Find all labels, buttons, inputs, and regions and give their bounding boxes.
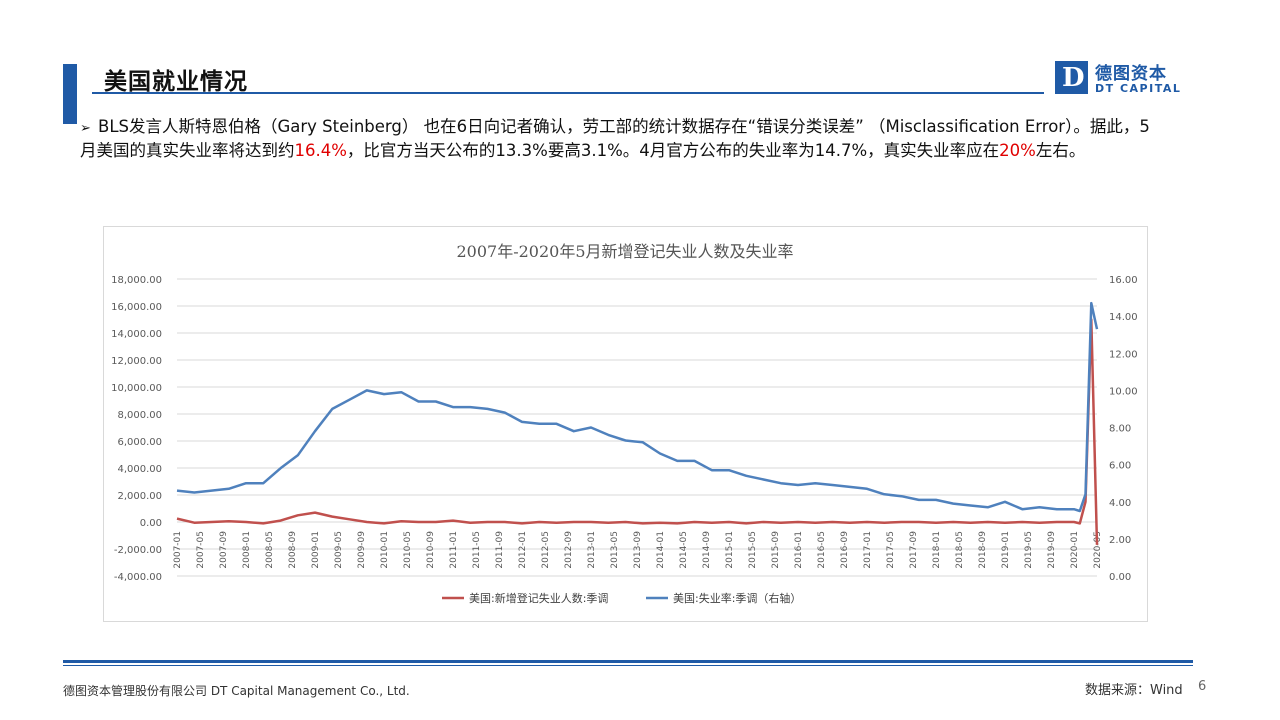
data-source: 数据来源：Wind <box>1085 683 1183 698</box>
company-logo: D 德图资本 DT CAPITAL <box>1055 61 1185 97</box>
para-seg-1: BLS发言人斯特恩伯格（Gary Steinberg） 也在6日向记者确认，劳工… <box>80 117 1150 160</box>
chart-container: 2007年-2020年5月新增登记失业人数及失业率 18,000.00 16,00… <box>103 226 1148 622</box>
footer-divider-thin <box>63 665 1193 666</box>
y-right-tick-label: 0.00 <box>1109 572 1131 583</box>
x-tick-label: 2008-05 <box>265 531 275 569</box>
x-tick-label: 2009-09 <box>357 531 367 569</box>
footer-company: 德图资本管理股份有限公司 DT Capital Management Co., … <box>63 684 410 698</box>
x-tick-label: 2012-01 <box>518 531 528 569</box>
y-right-tick-label: 12.00 <box>1109 349 1138 360</box>
y-left-tick-label: 4,000.00 <box>117 464 162 475</box>
x-tick-label: 2019-05 <box>1024 531 1034 569</box>
x-tick-label: 2018-01 <box>932 531 942 569</box>
x-tick-label: 2010-05 <box>403 531 413 569</box>
page-number: 6 <box>1198 679 1207 694</box>
x-tick-label: 2019-09 <box>1047 531 1057 569</box>
y-left-tick-label: 14,000.00 <box>111 329 162 340</box>
legend-label-2: 美国:失业率:季调（右轴） <box>673 591 801 605</box>
para-highlight-2: 20% <box>999 141 1036 160</box>
chart-title: 2007年-2020年5月新增登记失业人数及失业率 <box>456 242 793 261</box>
x-tick-label: 2013-09 <box>633 531 643 569</box>
logo-mark: D <box>1055 61 1088 94</box>
x-tick-label: 2017-05 <box>886 531 896 569</box>
y-left-tick-label: 8,000.00 <box>117 410 162 421</box>
x-tick-label: 2014-01 <box>656 531 666 569</box>
x-tick-label: 2010-09 <box>426 531 436 569</box>
x-tick-label: 2018-05 <box>955 531 965 569</box>
logo-name-en: DT CAPITAL <box>1095 82 1182 95</box>
y-left-tick-label: 18,000.00 <box>111 275 162 286</box>
x-tick-label: 2012-05 <box>541 531 551 569</box>
x-tick-label: 2011-05 <box>472 531 482 569</box>
x-tick-label: 2017-09 <box>909 531 919 569</box>
para-seg-2: ，比官方当天公布的13.3%要高3.1%。4月官方公布的失业率为14.7%，真实… <box>346 141 1000 160</box>
x-tick-label: 2017-01 <box>863 531 873 569</box>
y-left-tick-label: 6,000.00 <box>117 437 162 448</box>
x-tick-label: 2015-01 <box>725 531 735 569</box>
x-tick-label: 2012-09 <box>564 531 574 569</box>
x-tick-label: 2016-05 <box>817 531 827 569</box>
y-axis-left-labels: 18,000.00 16,000.00 14,000.00 12,000.00 10,0… <box>111 275 162 583</box>
y-right-tick-label: 4.00 <box>1109 498 1131 509</box>
y-right-tick-label: 16.00 <box>1109 275 1138 286</box>
x-tick-label: 2016-09 <box>840 531 850 569</box>
y-left-tick-label: 0.00 <box>140 518 162 529</box>
para-highlight-1: 16.4% <box>294 141 347 160</box>
x-tick-label: 2007-09 <box>219 531 229 569</box>
x-tick-label: 2020-01 <box>1070 531 1080 569</box>
y-right-tick-label: 8.00 <box>1109 424 1131 435</box>
x-tick-label: 2020-05 <box>1093 531 1103 569</box>
x-tick-label: 2011-01 <box>449 531 459 569</box>
x-tick-label: 2011-09 <box>495 531 505 569</box>
para-seg-3: 左右。 <box>1035 141 1086 160</box>
y-left-tick-label: 2,000.00 <box>117 491 162 502</box>
x-tick-label: 2009-05 <box>334 531 344 569</box>
y-right-tick-label: 2.00 <box>1109 535 1131 546</box>
bullet-arrow-icon: ➢ <box>80 121 91 136</box>
x-tick-label: 2013-01 <box>587 531 597 569</box>
y-left-tick-label: 10,000.00 <box>111 383 162 394</box>
y-left-tick-label: 12,000.00 <box>111 356 162 367</box>
series-line-1 <box>176 318 1099 545</box>
logo-name-cn: 德图资本 <box>1095 64 1167 84</box>
x-tick-label: 2008-09 <box>288 531 298 569</box>
x-tick-label: 2010-01 <box>380 531 390 569</box>
x-tick-label: 2013-05 <box>610 531 620 569</box>
series-line-2 <box>176 301 1099 513</box>
title-accent-bar <box>63 64 77 124</box>
legend-label-1: 美国:新增登记失业人数:季调 <box>469 591 608 605</box>
series-lines <box>176 301 1099 545</box>
title-divider <box>92 92 1044 94</box>
x-tick-label: 2015-05 <box>748 531 758 569</box>
body-paragraph: ➢ BLS发言人斯特恩伯格（Gary Steinberg） 也在6日向记者确认，劳… <box>80 116 1160 162</box>
y-right-tick-label: 6.00 <box>1109 461 1131 472</box>
y-left-tick-label: 16,000.00 <box>111 302 162 313</box>
dual-axis-line-chart: 2007年-2020年5月新增登记失业人数及失业率 18,000.00 16,00… <box>111 242 1138 605</box>
x-tick-label: 2019-01 <box>1001 531 1011 569</box>
y-left-tick-label: -2,000.00 <box>114 545 162 556</box>
x-tick-label: 2009-01 <box>311 531 321 569</box>
y-right-tick-label: 14.00 <box>1109 312 1138 323</box>
x-tick-label: 2008-01 <box>242 531 252 569</box>
logo-letter: D <box>1062 63 1085 93</box>
x-axis-labels: 2007-01 2007-05 2007-09 2008-01 2008-05 2008-… <box>173 531 1103 569</box>
x-tick-label: 2015-09 <box>771 531 781 569</box>
y-left-tick-label: -4,000.00 <box>114 572 162 583</box>
x-tick-label: 2007-01 <box>173 531 183 569</box>
x-tick-label: 2018-09 <box>978 531 988 569</box>
x-tick-label: 2014-09 <box>702 531 712 569</box>
x-tick-label: 2016-01 <box>794 531 804 569</box>
y-axis-right-labels: 16.00 14.00 12.00 10.00 8.00 6.00 4.00 2.00 0.00 <box>1109 275 1138 583</box>
x-tick-label: 2007-05 <box>196 531 206 569</box>
legend: 美国:新增登记失业人数:季调 美国:失业率:季调（右轴） <box>442 591 801 605</box>
y-right-tick-label: 10.00 <box>1109 386 1138 397</box>
x-tick-label: 2014-05 <box>679 531 689 569</box>
page-title: 美国就业情况 <box>104 69 248 95</box>
footer-divider <box>63 660 1193 663</box>
